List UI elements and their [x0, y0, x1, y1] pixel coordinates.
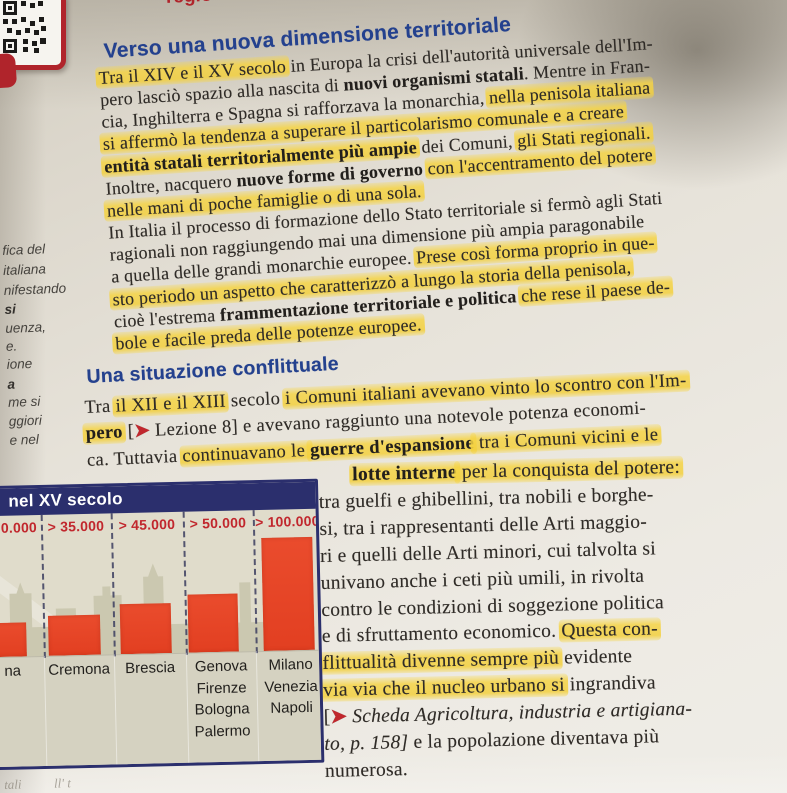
chart-city-label: Milano — [268, 655, 313, 674]
chart-value-label: > 50.000 — [189, 514, 247, 532]
chart-city-label: Brescia — [124, 658, 176, 678]
section2-heading: Una situazione conflittuale — [86, 352, 340, 388]
margin-note: e. — [5, 338, 18, 354]
text-segment: ri e quelli delle Arti minori, cui talvo… — [319, 538, 657, 567]
margin-note: si — [4, 301, 17, 317]
chart-bar — [187, 593, 239, 653]
text-segment: evidente — [558, 646, 633, 669]
text-segment: Questa con- — [558, 617, 662, 644]
margin-note: a — [7, 376, 16, 392]
margin-note: fica del — [2, 241, 46, 258]
margin-note: nifestando — [3, 280, 67, 298]
chart-value-label: > 35.000 — [47, 517, 105, 535]
text-segment: secolo — [225, 388, 286, 412]
chart-bar — [0, 622, 27, 658]
margin-note: me si — [7, 393, 41, 410]
chart-city-label: Napoli — [270, 698, 314, 717]
population-chart: nel XV secolo 0.000 > 35.000 > 45.000 > 50.… — [0, 478, 325, 771]
red-tab — [0, 52, 18, 90]
chart-city-label: Genova — [194, 657, 248, 676]
text-segment: il XII e il XIII — [112, 390, 230, 418]
chart-bar — [119, 603, 172, 655]
chart-caption-fragment: tali ll' t — [4, 775, 72, 792]
text-segment: continuavano le — [178, 439, 314, 468]
arrow-icon: ➤ — [133, 421, 151, 443]
text-segment: si, tra i rappresentanti delle Arti magg… — [319, 511, 648, 540]
text-segment: univano anche i ceti più umili, in rivol… — [320, 565, 645, 594]
text-segment: e la popolazione diventava più — [408, 726, 660, 754]
chart-city-label: Bologna — [194, 700, 250, 719]
margin-note: ggiori — [8, 412, 43, 429]
text-segment: lotte interne — [349, 460, 461, 487]
text-segment: ca. Tuttavia — [86, 446, 183, 471]
chart-city-column: na — [0, 660, 44, 683]
chart-title: nel XV secolo — [8, 489, 123, 511]
text-segment: tra guelfi e ghibellini, tra nobili e bo… — [318, 484, 654, 513]
margin-note: ione — [6, 355, 33, 372]
text-segment: contro le condizioni di soggezione polit… — [321, 591, 665, 621]
chart-value-label: > 100.000 — [254, 512, 320, 531]
section1-body: Tra il XIV e il XV secolo in Europa la c… — [95, 23, 787, 355]
margin-notes: fica del italiana nifestando si uenza, e. ione… — [2, 240, 82, 447]
text-segment: guerre d'espansione — [306, 432, 478, 462]
chart-city-column: Brescia — [114, 657, 186, 680]
chart-bar — [47, 614, 101, 656]
text-segment: to, p. 158] — [324, 732, 409, 755]
text-segment: flittualità divenne sempre più — [319, 646, 563, 676]
section2-body-right-column: lotte interne per la conquista del poter… — [318, 452, 787, 786]
text-segment: Scheda Agricoltura, industria e artigian… — [352, 698, 693, 728]
text-segment: tra i Comuni vicini e le — [470, 423, 662, 455]
chart-city-label: Firenze — [196, 678, 247, 697]
text-segment: ingrandiva — [564, 672, 657, 696]
text-segment: numerosa. — [324, 759, 409, 782]
text-segment: pero — [82, 421, 127, 446]
chart-value-label: 0.000 — [0, 519, 38, 536]
margin-note: e nel — [9, 431, 40, 448]
text-segment: per la conquista del potere: — [453, 455, 684, 484]
text-segment: via via che il nucleo urbano si — [319, 673, 569, 703]
text-segment: [ — [122, 422, 135, 443]
chart-city-column: Milano Venezia Napoli — [256, 654, 324, 720]
cut-off-red-heading-text: regio — [166, 0, 286, 9]
chart-title-bar: nel XV secolo — [0, 481, 316, 517]
chart-city-label: Venezia — [264, 677, 318, 696]
chart-bar — [261, 536, 315, 651]
qr-code-icon — [3, 1, 46, 53]
chart-city-column: Cremona — [44, 658, 114, 681]
text-segment: e di sfruttamento economico. — [321, 620, 562, 648]
arrow-icon: ➤ — [330, 706, 348, 728]
chart-city-label: na — [4, 662, 22, 680]
chart-city-label: Palermo — [194, 721, 251, 741]
chart-city-column: Genova Firenze Bologna Palermo — [186, 655, 258, 743]
chart-value-label: > 45.000 — [118, 515, 176, 534]
margin-note: italiana — [2, 261, 47, 278]
cut-off-red-heading: regio — [166, 0, 286, 9]
margin-note: uenza, — [4, 319, 47, 336]
chart-city-label: Cremona — [48, 660, 111, 679]
